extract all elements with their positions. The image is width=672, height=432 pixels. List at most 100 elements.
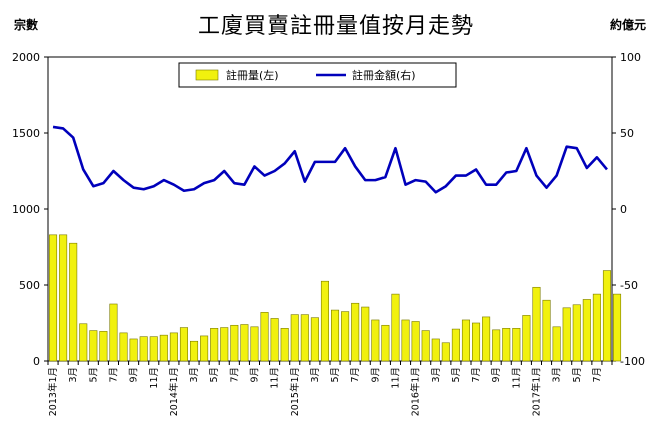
x-tick-label: 9月 [370, 367, 381, 383]
bar [602, 270, 611, 362]
right-tick-label: 50 [620, 127, 634, 140]
x-tick-label: 5月 [209, 367, 220, 383]
bar [613, 293, 622, 362]
bar [381, 324, 390, 362]
bar [79, 323, 88, 362]
x-tick-label: 5月 [330, 367, 341, 383]
bar [230, 324, 239, 362]
x-tick-label: 9月 [491, 367, 502, 383]
bar [119, 332, 128, 362]
bar [220, 327, 229, 362]
bar [159, 334, 168, 362]
x-tick-label: 2016年1月 [410, 367, 422, 416]
bar [109, 303, 118, 362]
bar [572, 304, 581, 362]
bar [391, 293, 400, 362]
x-tick-label: 2015年1月 [289, 367, 301, 416]
bar [441, 342, 450, 362]
bar [482, 316, 491, 362]
bar [592, 293, 601, 362]
right-tick-label: -100 [620, 355, 645, 368]
x-tick-label: 2013年1月 [47, 367, 59, 416]
x-tick-label: 5月 [572, 367, 583, 383]
x-tick-label: 11月 [270, 367, 281, 389]
bar [59, 234, 68, 362]
left-tick-label: 2000 [12, 51, 40, 64]
bar [552, 326, 561, 362]
left-tick-label: 500 [19, 279, 40, 292]
x-tick-label: 2017年1月 [530, 367, 542, 416]
left-axis-unit: 宗數 [14, 18, 39, 32]
bar [411, 321, 420, 362]
amount-line [52, 125, 608, 194]
right-tick-label: 100 [620, 51, 641, 64]
legend-label-volume: 註冊量(左) [226, 69, 279, 82]
bar [210, 328, 219, 362]
bar [290, 314, 299, 362]
bar [169, 332, 178, 362]
bar [451, 328, 460, 362]
bar [190, 340, 199, 362]
left-tick-label: 1500 [12, 127, 40, 140]
bar [472, 322, 481, 362]
bar [129, 338, 138, 362]
bar [270, 318, 279, 362]
x-tick-label: 3月 [431, 367, 442, 383]
x-tick-label: 11月 [390, 367, 401, 389]
bar [512, 328, 521, 362]
bar [149, 336, 158, 362]
bar [431, 338, 440, 362]
bar [532, 286, 541, 362]
bar [310, 317, 319, 362]
bar [361, 306, 370, 362]
left-tick-label: 1000 [12, 203, 40, 216]
bar [542, 299, 551, 362]
x-tick-label: 3月 [189, 367, 200, 383]
bar [300, 314, 309, 362]
bar [502, 328, 511, 362]
right-tick-label: 0 [620, 203, 627, 216]
bar [331, 309, 340, 362]
bar [49, 234, 58, 362]
bar [250, 326, 259, 362]
x-tick-label: 11月 [149, 367, 160, 389]
bar [351, 302, 360, 362]
bar [200, 335, 209, 362]
legend-label-amount: 註冊金額(右) [352, 68, 416, 82]
left-tick-label: 0 [33, 355, 40, 368]
bar [371, 319, 380, 362]
x-tick-label: 7月 [471, 367, 482, 383]
x-tick-label: 7月 [108, 367, 119, 383]
bar [401, 319, 410, 362]
x-tick-label: 3月 [552, 367, 563, 383]
bar [280, 328, 289, 362]
legend-bar-swatch [195, 69, 219, 81]
x-tick-label: 5月 [451, 367, 462, 383]
bar [461, 319, 470, 362]
bar [99, 331, 108, 362]
x-tick-label: 7月 [350, 367, 361, 383]
x-tick-label: 9月 [129, 367, 140, 383]
x-tick-label: 3月 [310, 367, 321, 383]
x-tick-label: 3月 [68, 367, 79, 383]
x-tick-label: 7月 [592, 367, 603, 383]
bar [89, 330, 98, 362]
bar [139, 336, 148, 362]
chart-title: 工廈買賣註冊量值按月走勢 [197, 14, 474, 39]
x-tick-label: 2014年1月 [168, 367, 180, 416]
bar [522, 315, 531, 362]
x-tick-label: 5月 [88, 367, 99, 383]
x-tick-label: 9月 [249, 367, 260, 383]
bar [582, 299, 591, 362]
right-tick-label: -50 [620, 279, 638, 292]
bar [69, 242, 78, 362]
bar [492, 329, 501, 362]
x-tick-label: 7月 [229, 367, 240, 383]
bar [320, 280, 329, 362]
bar [179, 327, 188, 362]
bar [260, 312, 269, 362]
bar [341, 311, 350, 362]
bar [421, 330, 430, 362]
x-tick-label: 11月 [511, 367, 522, 389]
